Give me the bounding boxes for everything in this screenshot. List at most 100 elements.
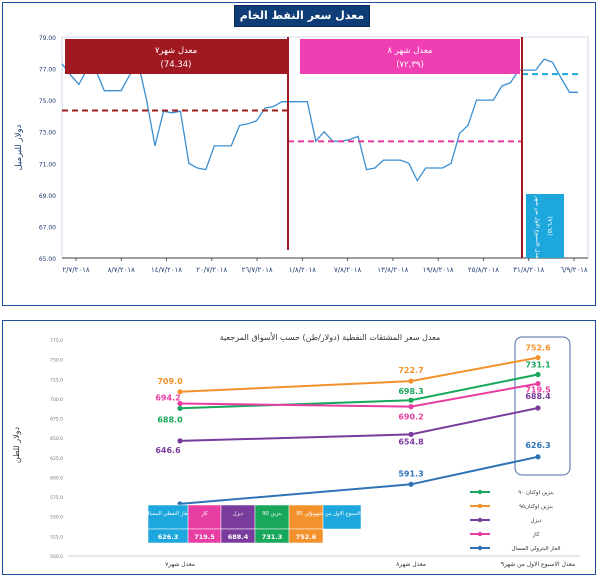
y-axis-label: دولار للطن [12,427,21,464]
y-tick-label: 75.00 [39,98,56,105]
y-tick-label: 700.0 [50,397,63,403]
y-tick-label: 550.0 [50,515,63,521]
x-tick-label: ٨/٧/٢٠١٨ [108,266,136,274]
y-tick-label: 650.0 [50,436,63,442]
series-point [535,454,541,460]
data-label: 626.3 [525,441,550,450]
series-point [535,380,541,387]
series-point [177,389,183,395]
series-point [177,405,183,411]
data-label: 709.0 [157,377,183,386]
x-tick-label: ٧/٨/٢٠١٨ [334,266,362,274]
legend-marker [477,489,483,495]
series-point [535,405,541,411]
y-tick-label: 600.0 [50,475,63,481]
x-tick-label: ٢٦/٧/٢٠١٨ [242,266,273,274]
data-label: 688.0 [157,415,183,424]
legend-label: الغاز البترولي المسال [511,546,561,552]
july-average-box-label: معدل شهر٧ [155,46,197,56]
table-header-label: ديزل [233,511,244,517]
table-value-cell [288,528,324,544]
week-average-box-value: (٧٦,٦٥) [546,216,553,236]
y-axis-label: دولار للبرميل [14,124,24,170]
x-category-label: معدل الاسبوع الاول من شهر٩ [501,561,575,568]
table-header-label: الغاز النفطي المسال [146,511,191,517]
july-average-box [65,39,287,74]
x-tick-label: ٦/٩/٢٠١٨ [560,266,588,274]
table-header-cell [147,504,189,530]
table-header-cell [322,504,362,530]
august-average-box-label: معدل شهر ٨ [387,46,432,56]
data-label: 646.6 [155,446,181,455]
table-header-label: معدل الاسبوع الاول من شهر ٩ [309,511,375,517]
series-point [177,438,183,444]
x-tick-label: ٢٠/٧/٢٠١٨ [196,266,227,274]
x-tick-label: ١٣/٨/٢٠١٨ [377,266,408,274]
series-point [535,371,541,378]
legend-label: بنزين اوكتان٩٥ [519,503,553,510]
y-tick-label: 71.00 [39,161,56,168]
brent-price-line [61,58,578,182]
y-tick-label: 73.00 [39,130,56,137]
series-line [179,407,539,442]
series-point [408,431,414,438]
series-line [179,356,539,393]
series-line [179,455,539,505]
july-average-box-value: (74.34) [161,60,192,70]
week-average-box [526,194,564,258]
data-label: 722.7 [398,366,423,375]
data-label: 654.8 [398,437,424,446]
series-point [408,404,414,410]
table-value: 688.4 [228,533,249,541]
y-tick-label: 65.00 [39,256,56,263]
data-label: 752.6 [525,344,551,353]
series-point [408,378,414,384]
y-tick-label: 775.0 [50,338,63,344]
y-tick-label: 625.0 [50,456,63,462]
august-average-box [300,39,520,74]
table-header-label: بنزين 95 [296,511,316,517]
series-point [535,354,541,361]
y-tick-label: 575.0 [50,495,63,501]
x-tick-label: ٢٥/٨/٢٠١٨ [468,266,499,274]
week-average-box-label: معدل الاسبوع الاول من شهر ٩ [534,191,540,261]
legend-marker [477,503,483,509]
legend-label: ديزل [530,518,542,524]
derivatives-chart-title: معدل سعر المشتقات النفطية (دولار/طن) حسب… [220,332,441,342]
table-header-cell [220,504,256,530]
table-header-label: كاز [200,511,208,517]
legend-label: بنزين اوكتان ٩٠ [518,489,554,496]
table-value: 626.3 [158,533,179,541]
table-header-cell [187,504,222,530]
y-tick-label: 500.0 [50,554,63,560]
x-tick-label: ١٤/٧/٢٠١٨ [151,266,182,274]
data-label: 698.3 [398,387,423,396]
data-label: 688.4 [525,392,551,401]
series-point [408,397,414,403]
y-tick-label: 69.00 [39,193,56,200]
data-label: 731.1 [525,360,551,369]
y-tick-label: 675.0 [50,417,63,423]
legend-marker [477,531,483,537]
y-tick-label: 525.0 [50,534,63,540]
legend-marker [477,545,483,551]
brent-chart: 65.00 67.00 69.00 71.00 73.00 75.00 77.00 79.00… [14,35,589,274]
legend-label: كاز [532,531,540,538]
data-label: 694.2 [155,393,180,402]
data-label: 591.3 [398,469,423,478]
highlight-frame [514,336,571,476]
x-tick-label: ٣١/٨/٢٠١٨ [513,266,544,274]
y-tick-label: 79.00 [39,35,56,42]
table-header-cell [288,504,324,530]
table-header-label: بنزين 90 [262,511,282,517]
x-category-label: معدل شهر٧ [165,561,195,568]
table-value: 719.5 [194,533,215,541]
table-value: 752.6 [296,533,317,541]
legend-marker [477,517,483,523]
series-line [179,382,539,408]
x-category-label: معدل شهر٨ [396,561,426,568]
data-label: 690.2 [398,413,423,422]
y-tick-label: 67.00 [39,224,56,231]
y-tick-label: 77.00 [39,67,56,74]
